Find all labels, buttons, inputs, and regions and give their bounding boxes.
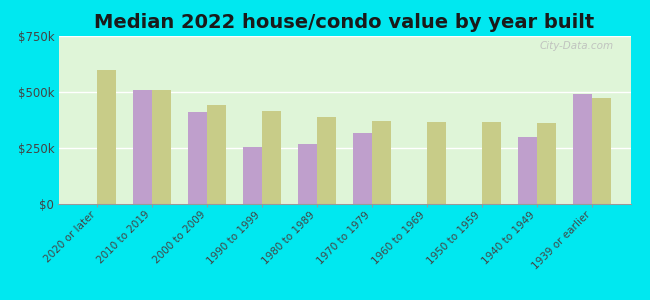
Bar xyxy=(573,94,592,204)
Bar xyxy=(592,98,611,204)
Bar xyxy=(207,105,226,204)
Bar xyxy=(518,137,537,204)
Text: City-Data.com: City-Data.com xyxy=(540,41,614,51)
Bar xyxy=(537,123,556,204)
Bar xyxy=(262,111,281,204)
Bar xyxy=(482,122,501,204)
Bar xyxy=(188,112,207,204)
Bar xyxy=(242,147,262,204)
Bar xyxy=(372,121,391,204)
Bar xyxy=(317,117,336,204)
Bar xyxy=(133,90,152,204)
Bar xyxy=(97,70,116,204)
Bar xyxy=(152,90,171,204)
Title: Median 2022 house/condo value by year built: Median 2022 house/condo value by year bu… xyxy=(94,13,595,32)
Legend: Creswell, Oregon: Creswell, Oregon xyxy=(254,296,436,300)
Bar xyxy=(298,143,317,204)
Bar xyxy=(353,134,372,204)
Bar xyxy=(427,122,447,204)
